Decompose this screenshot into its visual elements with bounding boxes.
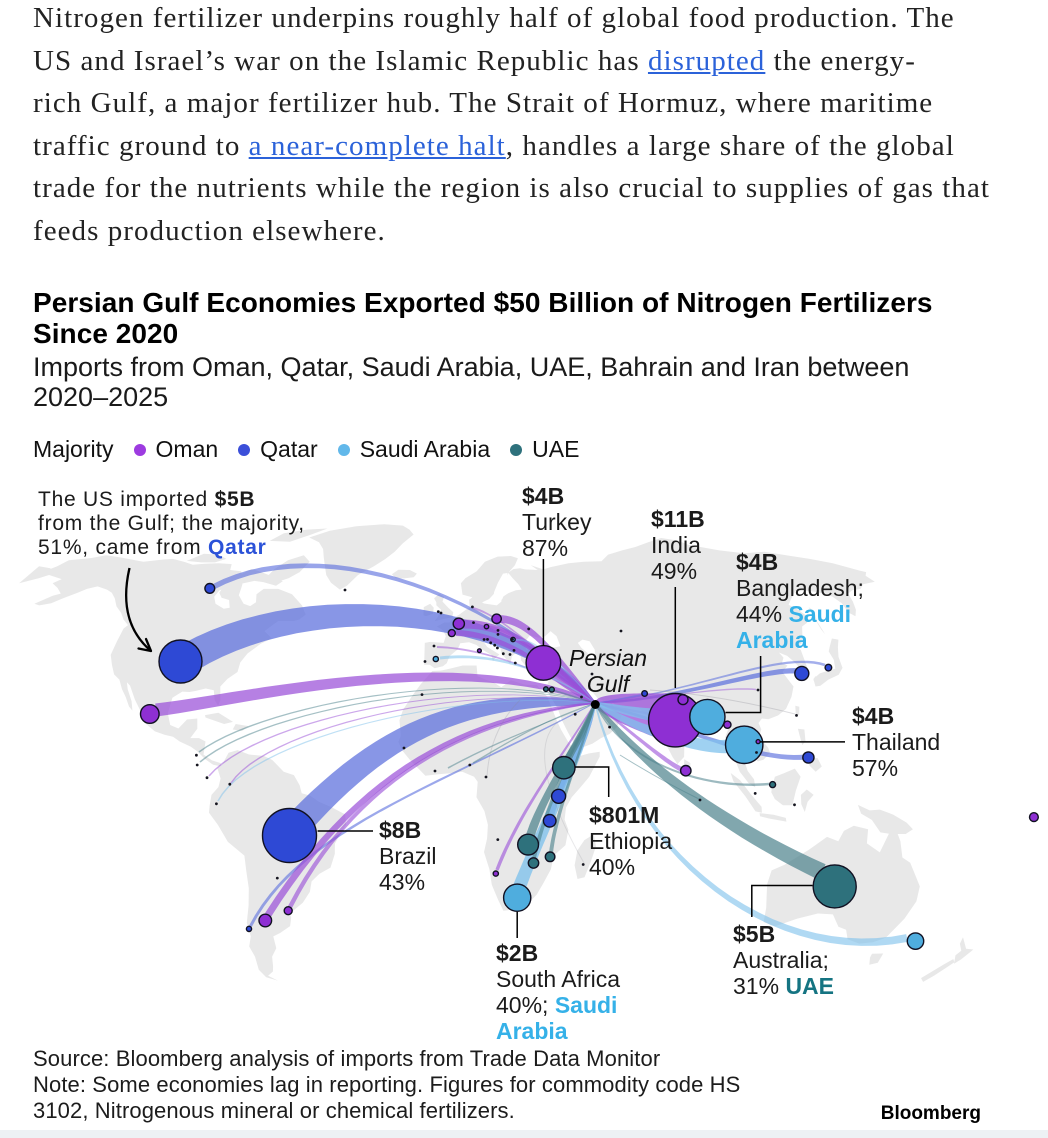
svg-text:$2BSouth Africa40%; SaudiArabi: $2B South Africa 40%; Saudi Arabia (496, 940, 620, 1044)
svg-text:$4BThailand57%: $4B Thailand 57% (852, 703, 940, 781)
svg-text:$4BTurkey87%: $4B Turkey 87% (522, 483, 592, 561)
svg-text:The US imported $5Bfrom the Gu: The US imported $5B from the Gulf; the ma… (38, 488, 305, 559)
svg-text:$11BIndia49%: $11B India 49% (651, 506, 705, 584)
svg-text:$4BBangladesh;44% SaudiArabia: $4B Bangladesh; 44% Saudi Arabia (736, 549, 864, 653)
svg-text:$8BBrazil43%: $8B Brazil 43% (379, 817, 437, 895)
svg-text:$5BAustralia;31% UAE: $5B Australia; 31% UAE (733, 921, 834, 999)
svg-text:$801MEthiopia40%: $801M Ethiopia 40% (589, 802, 672, 880)
svg-text:PersianGulf: Persian Gulf (569, 645, 647, 697)
